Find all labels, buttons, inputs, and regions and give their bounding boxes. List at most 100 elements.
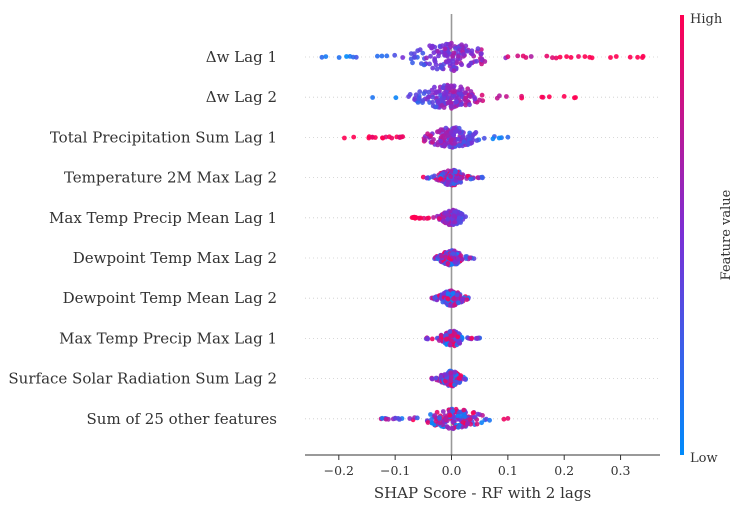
shap-point [412,55,418,60]
shap-point [438,127,444,132]
colorbar-gradient [680,15,684,455]
x-tick-label: 0.1 [498,463,518,478]
shap-point [438,138,444,144]
shap-point [458,413,463,419]
shap-point [539,94,545,100]
shap-point [421,91,427,96]
shap-point [479,92,485,98]
shap-point [461,407,467,413]
shap-point [444,424,450,430]
shap-point [462,414,468,419]
shap-point [445,216,451,222]
shap-point [475,46,481,52]
shap-point [425,420,431,425]
shap-point [459,62,465,68]
shap-point [453,99,459,105]
shap-point [481,135,487,141]
shap-point [505,54,511,60]
shap-point [375,53,380,59]
shap-point [456,216,462,221]
shap-point [451,296,456,302]
shap-point [445,261,451,266]
shap-point [344,54,349,59]
shap-point [427,61,432,67]
shap-point [455,256,461,262]
shap-point [582,54,588,59]
shap-point [455,334,461,340]
feature-label: Sum of 25 other features [87,410,277,428]
shap-point [438,333,444,338]
shap-point [515,53,521,59]
shap-point [479,51,484,56]
shap-point [430,99,435,105]
shap-point [455,54,461,59]
shap-point [430,94,436,100]
shap-point [400,55,406,60]
shap-point [454,59,459,64]
shap-point [454,380,460,385]
x-tick-label: 0.0 [442,463,462,478]
shap-point [408,56,414,62]
shap-point [449,104,454,109]
shap-point [458,253,464,259]
shap-point [436,216,442,222]
shap-point [479,174,485,180]
shap-point [458,84,464,90]
shap-point [421,62,427,68]
shap-point [319,54,325,60]
shap-point [422,137,428,143]
shap-point [452,169,458,175]
shap-point [447,302,453,308]
shap-point [447,412,453,418]
shap-point [467,417,473,422]
shap-point [439,103,445,108]
x-tick-label: 0.3 [611,463,631,478]
shap-point [561,94,567,99]
shap-point [461,52,467,57]
shap-point [448,370,453,376]
shap-point [505,416,511,421]
shap-point [420,98,426,103]
shap-point [462,90,468,95]
shap-point [440,171,446,177]
shap-point [428,53,433,59]
shap-point [448,137,454,143]
shap-point [451,93,456,98]
shap-point [454,292,460,298]
shap-point [487,417,492,423]
shap-point [640,55,645,60]
shap-point [462,376,467,382]
shap-point [413,92,419,98]
feature-label: Δw Lag 1 [206,48,277,66]
shap-point [426,94,432,100]
shap-point [425,131,430,137]
shap-point [472,96,478,102]
shap-point [435,48,440,54]
shap-point [432,57,437,63]
shap-point [406,94,411,99]
shap-point [411,215,416,220]
shap-point [479,420,484,426]
shap-point [550,55,555,61]
shap-point [464,48,470,54]
shap-point [426,89,432,95]
shap-point [471,414,477,420]
shap-point [429,416,434,422]
shap-point [430,65,436,71]
shap-point [572,95,577,101]
shap-point [474,58,479,64]
shap-point [528,54,534,59]
shap-point [557,54,563,60]
feature-label: Max Temp Precip Mean Lag 1 [49,209,277,227]
shap-point [465,86,471,92]
feature-label: Dewpoint Temp Mean Lag 2 [63,289,277,307]
shap-point [431,215,436,220]
shap-point [449,338,454,344]
shap-point [520,53,526,59]
shap-point [458,220,463,225]
feature-label: Dewpoint Temp Max Lag 2 [73,249,277,267]
colorbar-high-label: High [690,12,723,27]
shap-point [412,97,417,102]
shap-point [436,338,442,343]
